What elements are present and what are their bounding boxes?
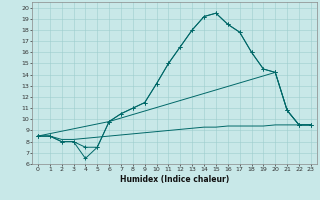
X-axis label: Humidex (Indice chaleur): Humidex (Indice chaleur) (120, 175, 229, 184)
